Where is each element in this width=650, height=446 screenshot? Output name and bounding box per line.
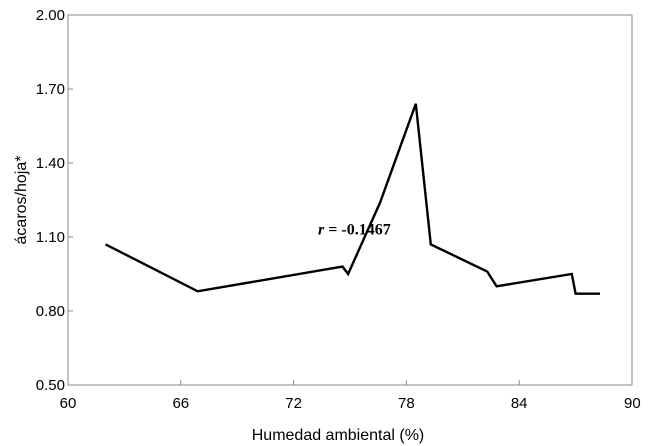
y-tick-label: 1.40 bbox=[36, 155, 65, 172]
x-tick-label: 60 bbox=[60, 395, 77, 412]
x-tick-label: 66 bbox=[172, 395, 189, 412]
y-tick-label: 0.50 bbox=[36, 377, 65, 394]
series-line bbox=[105, 103, 600, 295]
x-axis-title: Humedad ambiental (%) bbox=[252, 427, 425, 444]
y-axis-title: ácaros/hoja* bbox=[13, 156, 30, 245]
correlation-annotation: r = -0.1467 bbox=[318, 222, 391, 239]
x-tick-label: 84 bbox=[511, 395, 528, 412]
y-tick-label: 1.70 bbox=[36, 81, 65, 98]
plot-frame bbox=[67, 14, 633, 386]
correlation-symbol: r bbox=[318, 222, 325, 239]
y-tick-label: 1.10 bbox=[36, 229, 65, 246]
y-tick-label: 0.80 bbox=[36, 303, 65, 320]
y-tick-label: 2.00 bbox=[36, 7, 65, 24]
x-tick-label: 72 bbox=[285, 395, 302, 412]
x-tick-label: 90 bbox=[624, 395, 641, 412]
x-tick-label: 78 bbox=[398, 395, 415, 412]
x-axis-ticks: 60 66 72 78 84 90 bbox=[60, 380, 641, 412]
y-axis-ticks: 0.50 0.80 1.10 1.40 1.70 2.00 bbox=[36, 7, 73, 394]
correlation-value: = -0.1467 bbox=[324, 222, 390, 239]
